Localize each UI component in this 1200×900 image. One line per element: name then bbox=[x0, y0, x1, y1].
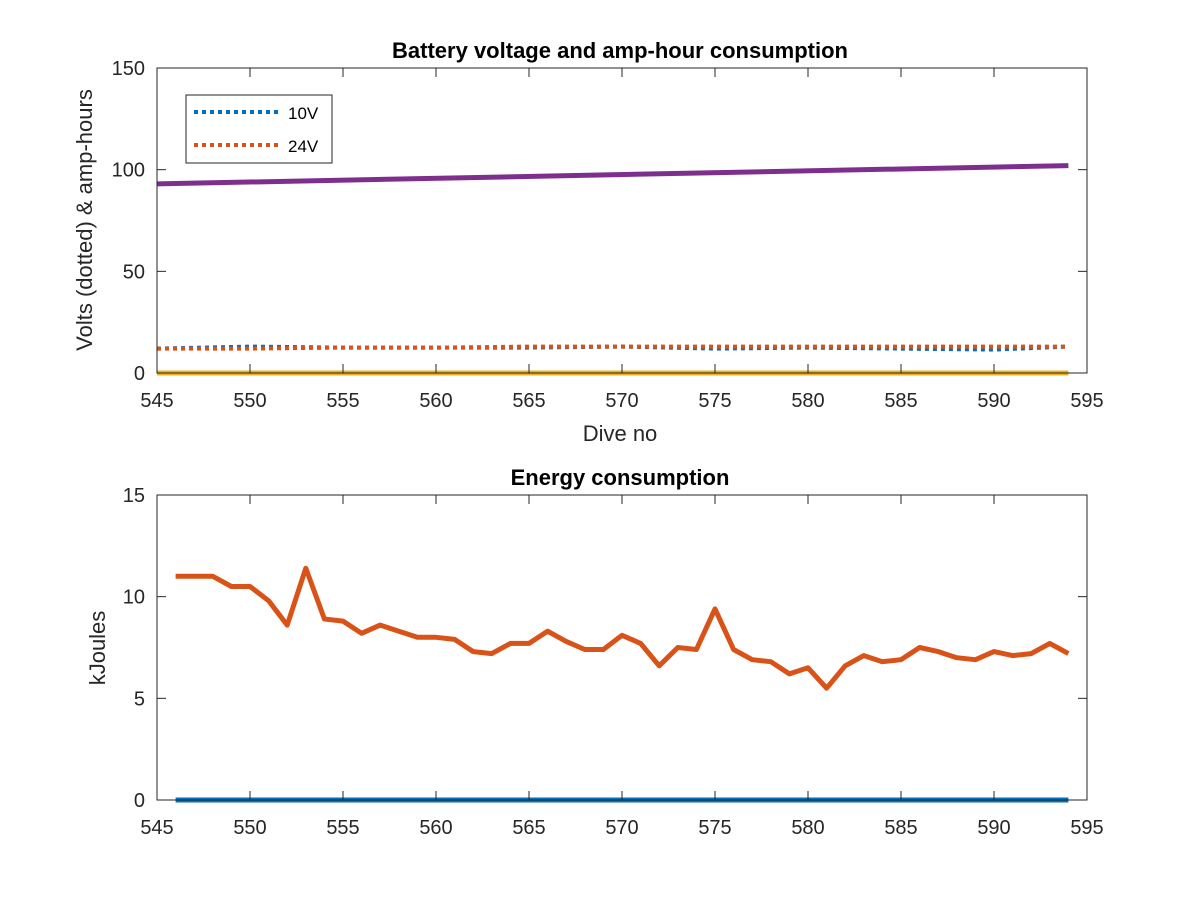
x-tick-label: 590 bbox=[977, 817, 1010, 839]
series-line-3 bbox=[156, 163, 1069, 187]
x-tick-label: 585 bbox=[884, 817, 917, 839]
chart-title: Battery voltage and amp-hour consumption bbox=[392, 38, 848, 63]
y-tick-label: 100 bbox=[112, 160, 145, 182]
x-tick-label: 570 bbox=[605, 817, 638, 839]
x-tick-label: 550 bbox=[233, 817, 266, 839]
voltage-chart: 545 550 555 560 565 570 575 580 585 590 595 0 50 100 1… bbox=[72, 38, 1104, 446]
x-tick-label: 580 bbox=[791, 817, 824, 839]
chart-title: Energy consumption bbox=[511, 465, 730, 490]
y-axis-label: Volts (dotted) & amp-hours bbox=[72, 89, 97, 351]
series-line-1 bbox=[175, 565, 1070, 691]
y-tick-label: 15 bbox=[123, 485, 145, 507]
y-tick-label: 0 bbox=[134, 790, 145, 812]
x-tick-label: 595 bbox=[1070, 390, 1103, 412]
x-tick-label: 560 bbox=[419, 817, 452, 839]
plot-area bbox=[157, 495, 1087, 800]
y-axis-label: kJoules bbox=[85, 611, 110, 686]
x-tick-label: 570 bbox=[605, 390, 638, 412]
x-tick-label: 565 bbox=[512, 390, 545, 412]
x-tick-label: 545 bbox=[140, 390, 173, 412]
x-tick-label: 590 bbox=[977, 390, 1010, 412]
x-tick-label: 545 bbox=[140, 817, 173, 839]
x-tick-label: 575 bbox=[698, 817, 731, 839]
x-tick-label: 555 bbox=[326, 817, 359, 839]
x-tick-label: 550 bbox=[233, 390, 266, 412]
legend: 10V 24V bbox=[185, 94, 333, 164]
legend-label-24v: 24V bbox=[288, 137, 319, 156]
x-axis-label: Dive no bbox=[583, 421, 658, 446]
x-tick-label: 555 bbox=[326, 390, 359, 412]
y-tick-label: 10 bbox=[123, 587, 145, 609]
y-tick-label: 50 bbox=[123, 261, 145, 283]
legend-label-10v: 10V bbox=[288, 104, 319, 123]
y-tick-label: 150 bbox=[112, 58, 145, 80]
energy-chart: 545 550 555 560 565 570 575 580 585 590 595051015 … bbox=[85, 465, 1104, 839]
x-tick-label: 580 bbox=[791, 390, 824, 412]
x-tick-label: 565 bbox=[512, 817, 545, 839]
x-tick-label: 585 bbox=[884, 390, 917, 412]
series-line-24v bbox=[157, 344, 1069, 351]
y-tick-label: 5 bbox=[134, 688, 145, 710]
legend-box bbox=[185, 94, 333, 164]
x-tick-label: 560 bbox=[419, 390, 452, 412]
x-tick-label: 595 bbox=[1070, 817, 1103, 839]
y-tick-label: 0 bbox=[134, 363, 145, 385]
x-tick-label: 575 bbox=[698, 390, 731, 412]
